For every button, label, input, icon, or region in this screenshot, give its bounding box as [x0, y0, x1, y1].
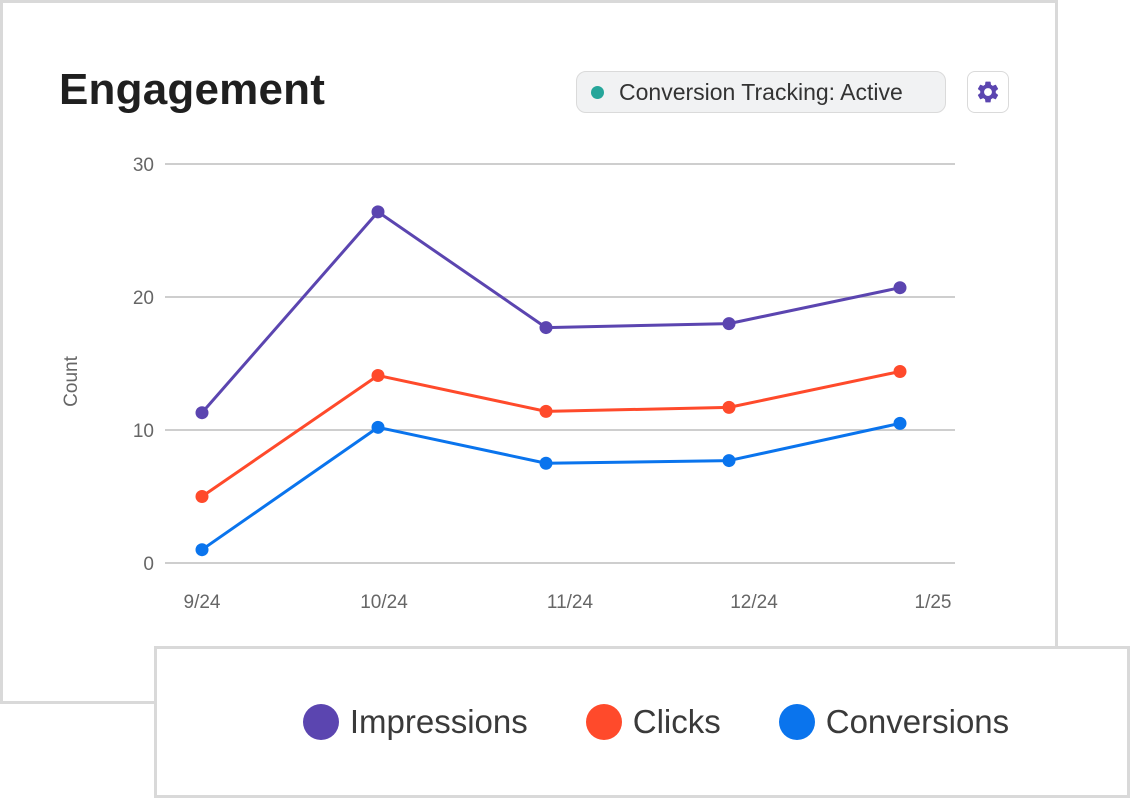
chart-card: Engagement Conversion Tracking: Active — [0, 0, 1058, 704]
legend-label: Clicks — [632, 703, 721, 740]
y-tick-label: 20 — [133, 288, 154, 309]
page-title: Engagement — [59, 65, 326, 114]
legend-item-clicks: Clicks — [585, 703, 721, 741]
data-point-clicks — [722, 400, 736, 414]
chart-legend: Impressions Clicks Conversions — [154, 646, 1130, 798]
data-point-conversions — [722, 454, 736, 468]
y-tick-label: 30 — [133, 155, 154, 176]
data-point-impressions — [195, 406, 209, 420]
legend-label: Impressions — [349, 703, 528, 740]
y-axis-title: Count — [61, 355, 82, 406]
y-tick-label: 0 — [143, 554, 154, 575]
legend-item-impressions: Impressions — [302, 703, 528, 741]
y-tick-label: 10 — [133, 421, 154, 442]
status-dot — [591, 85, 604, 99]
data-point-clicks — [371, 368, 385, 382]
x-tick-label: 1/25 — [915, 592, 952, 613]
settings-button[interactable] — [967, 71, 1009, 113]
status-label: Conversion Tracking: Active — [619, 78, 903, 105]
legend-swatch — [302, 704, 339, 740]
series-line-conversions — [201, 421, 901, 551]
data-point-impressions — [539, 321, 553, 335]
gear-icon — [977, 81, 999, 103]
data-point-conversions — [539, 456, 553, 470]
data-point-clicks — [539, 404, 553, 418]
x-tick-label: 9/24 — [184, 592, 221, 613]
series-line-impressions — [200, 210, 901, 414]
legend-item-conversions: Conversions — [778, 703, 1010, 741]
data-point-conversions — [371, 420, 385, 434]
x-tick-label: 10/24 — [360, 592, 408, 613]
x-tick-label: 11/24 — [547, 592, 594, 613]
status-badge: Conversion Tracking: Active — [576, 71, 946, 113]
data-point-conversions — [195, 543, 209, 557]
engagement-line-chart: 0 10 20 30 9/24 10/24 11/24 12/24 1/25 Count — [61, 155, 955, 613]
legend-label: Conversions — [825, 703, 1010, 740]
data-point-clicks — [893, 364, 907, 378]
data-point-impressions — [722, 317, 736, 331]
data-point-impressions — [371, 205, 385, 219]
legend-swatch — [585, 704, 622, 740]
legend-swatch — [778, 704, 815, 740]
data-point-impressions — [893, 281, 907, 295]
x-tick-label: 12/24 — [730, 592, 778, 613]
data-point-conversions — [893, 416, 907, 430]
data-point-clicks — [195, 490, 209, 503]
